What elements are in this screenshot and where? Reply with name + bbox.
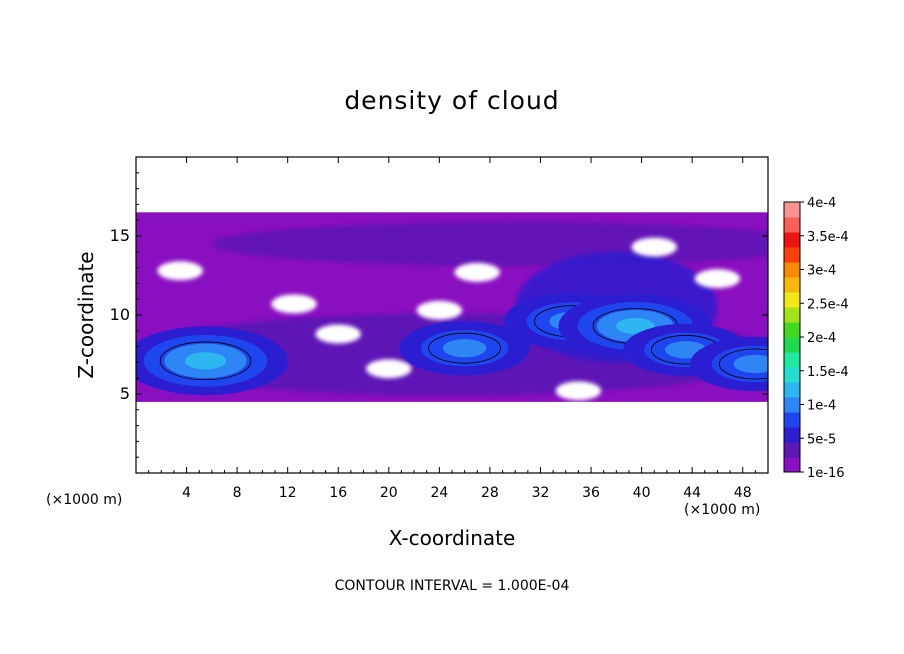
clear-gap — [157, 261, 203, 281]
colorbar-label: 1e-16 — [807, 466, 845, 481]
contour-line — [718, 348, 768, 380]
x-tick-label: 16 — [329, 485, 347, 501]
density-core — [733, 354, 768, 374]
colorbar-swatch — [784, 352, 800, 368]
x-tick-label: 4 — [182, 485, 191, 501]
contour-line — [159, 341, 252, 381]
colorbar-label: 4e-4 — [807, 196, 836, 211]
colorbar-swatch — [784, 442, 800, 458]
colorbar-swatch — [784, 427, 800, 443]
colorbar-swatch — [784, 217, 800, 233]
clear-gap — [454, 262, 501, 282]
colorbar-swatch — [784, 397, 800, 413]
x-tick-label: 48 — [734, 485, 752, 501]
colorbar-swatch — [784, 247, 800, 263]
x-unit-label-right: (×1000 m) — [684, 502, 761, 518]
clear-gap — [631, 237, 677, 257]
contour-line — [428, 332, 502, 364]
colorbar-swatch — [784, 367, 800, 383]
colorbar-swatch — [784, 382, 800, 398]
x-axis-label: X-coordinate — [388, 526, 516, 550]
colorbar-swatch — [784, 202, 800, 218]
colorbar: 1e-16 5e-5 1e-4 1.5e-4 2e-4 2.5e-4 3e-4 3.5e-4 4… — [783, 196, 849, 481]
colorbar-label: 1e-4 — [807, 399, 836, 414]
x-tick-label: 36 — [582, 485, 600, 501]
colorbar-label: 3e-4 — [807, 264, 836, 279]
colorbar-label: 2.5e-4 — [807, 297, 849, 312]
y-tick-label: 5 — [120, 384, 130, 403]
clear-gap — [315, 324, 361, 344]
cloud-band-upper — [211, 221, 768, 267]
colorbar-label: 1.5e-4 — [807, 365, 849, 380]
colorbar-swatch — [784, 292, 800, 308]
x-tick-label: 28 — [481, 485, 499, 501]
x-tick-label: 20 — [380, 485, 398, 501]
clear-gap — [694, 269, 741, 289]
x-tick-label: 40 — [633, 485, 651, 501]
cloud-field — [136, 212, 768, 402]
clear-gap — [271, 294, 317, 314]
x-unit-label-left: (×1000 m) — [46, 492, 123, 508]
colorbar-swatch — [784, 307, 800, 323]
clear-gap — [555, 381, 602, 401]
contour-interval-note: CONTOUR INTERVAL = 1.000E-04 — [334, 578, 570, 594]
density-core — [442, 339, 487, 358]
colorbar-swatch — [784, 322, 800, 338]
colorbar-swatch — [784, 277, 800, 293]
colorbar-swatch — [784, 232, 800, 248]
x-tick-label: 32 — [532, 485, 550, 501]
colorbar-swatch — [784, 412, 800, 428]
colorbar-label: 3.5e-4 — [807, 230, 849, 245]
x-tick-label: 12 — [279, 485, 297, 501]
colorbar-label: 5e-5 — [807, 432, 836, 447]
y-tick-label: 10 — [110, 305, 130, 324]
chart-title: density of cloud — [344, 86, 560, 115]
colorbar-label: 2e-4 — [807, 331, 836, 346]
clear-gap — [366, 359, 412, 379]
y-tick-label: 15 — [110, 226, 130, 245]
y-axis-label: Z-coordinate — [74, 251, 98, 379]
colorbar-swatch — [784, 262, 800, 278]
x-tick-label: 44 — [683, 485, 701, 501]
x-tick-label: 8 — [233, 485, 242, 501]
density-core — [184, 352, 227, 370]
colorbar-swatch — [784, 337, 800, 353]
x-tick-label: 24 — [430, 485, 448, 501]
colorbar-swatch — [784, 457, 800, 473]
clear-gap — [416, 300, 463, 320]
